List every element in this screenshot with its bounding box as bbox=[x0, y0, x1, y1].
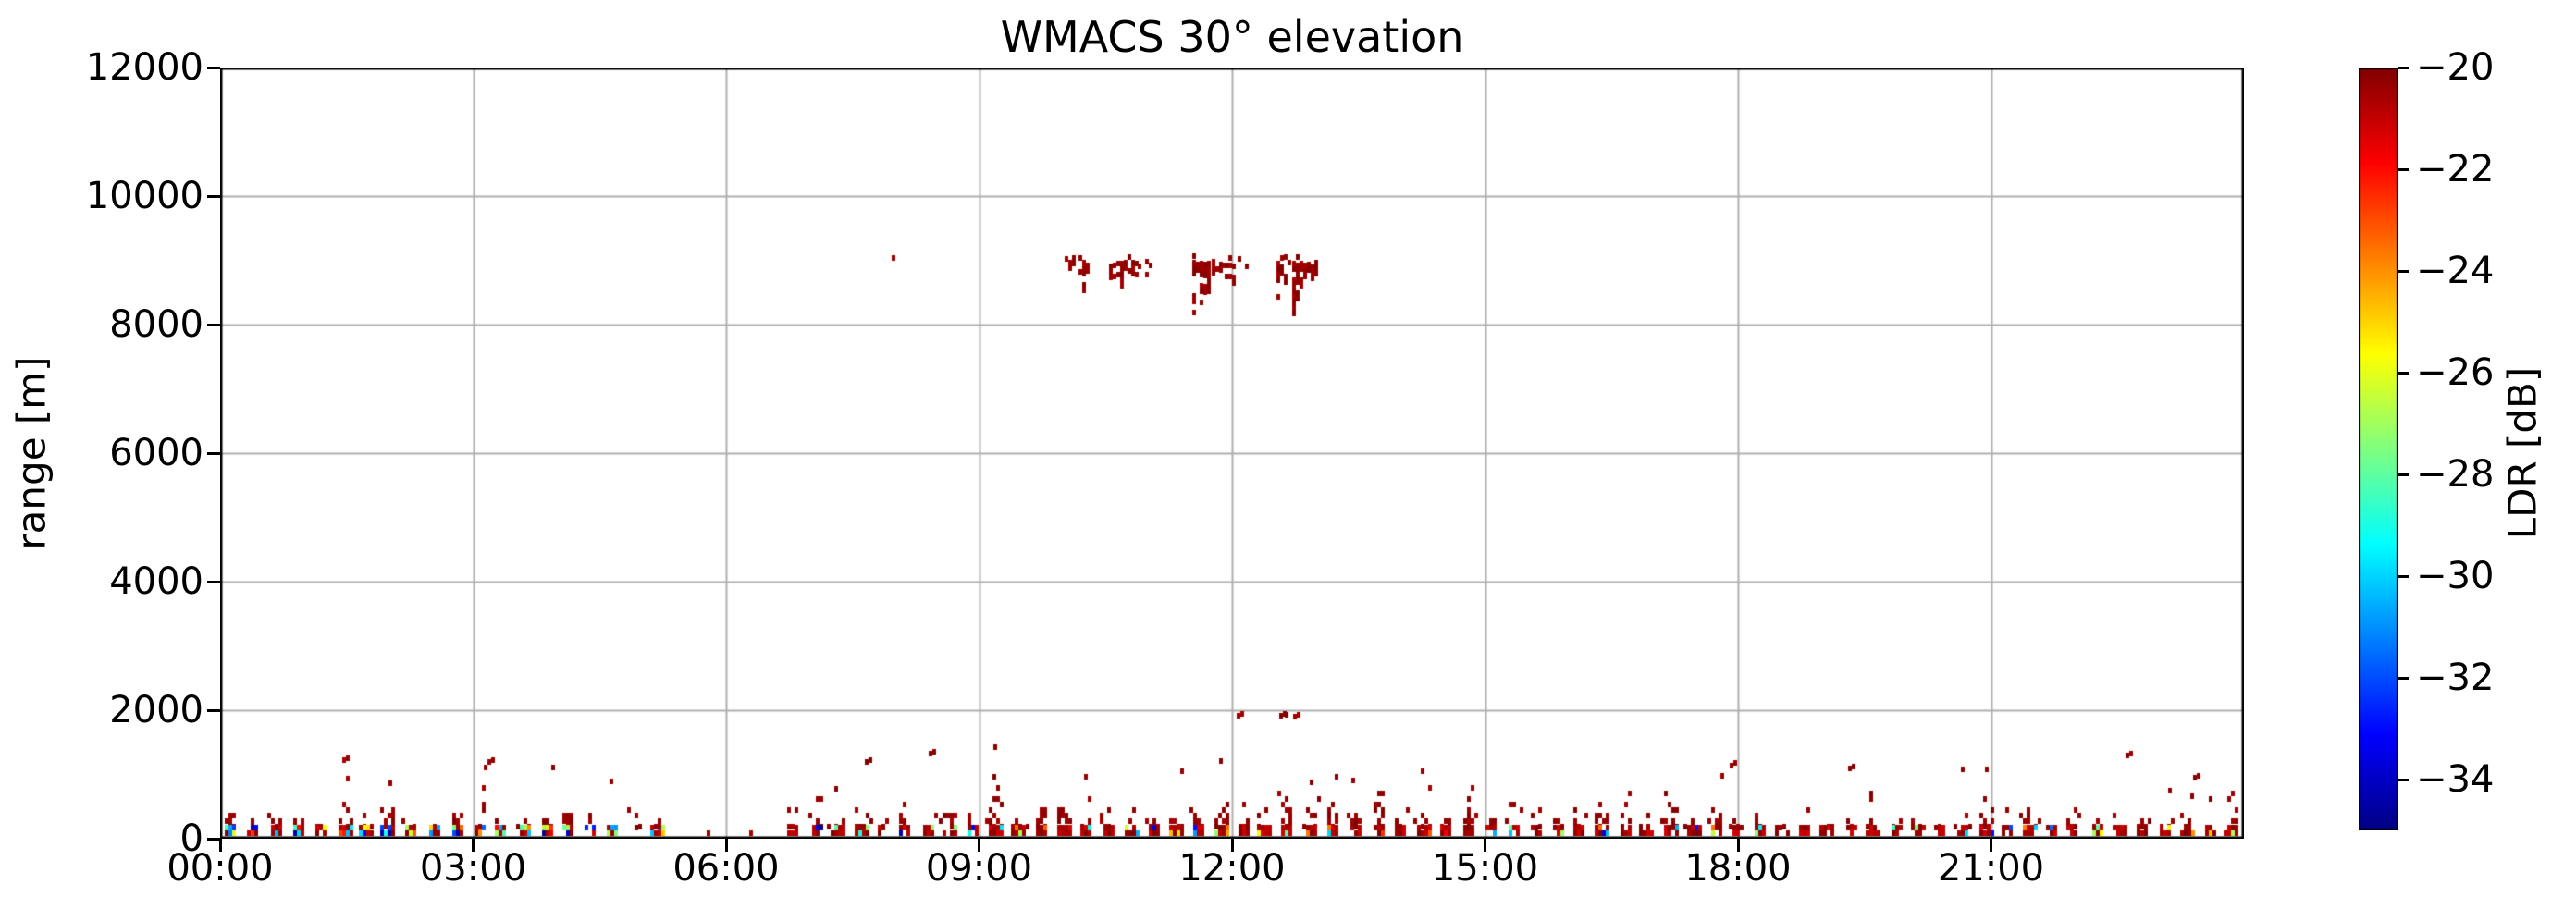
colorbar-tick-label: −28 bbox=[2416, 453, 2495, 496]
y-tick-label: 10000 bbox=[85, 175, 203, 217]
y-tick-mark bbox=[207, 837, 220, 841]
x-tick-mark bbox=[1736, 839, 1740, 852]
x-tick-mark bbox=[1990, 839, 1992, 852]
y-tick-mark bbox=[207, 66, 220, 69]
x-tick-mark bbox=[472, 839, 475, 852]
x-tick-label: 12:00 bbox=[1178, 847, 1286, 890]
x-tick-label: 00:00 bbox=[166, 847, 274, 890]
x-tick-mark bbox=[724, 839, 728, 852]
y-tick-label: 2000 bbox=[109, 689, 203, 731]
y-tick-mark bbox=[207, 451, 220, 455]
colorbar-tick-mark bbox=[2398, 676, 2409, 680]
x-tick-label: 21:00 bbox=[1937, 847, 2045, 890]
colorbar-tick-mark bbox=[2398, 269, 2409, 273]
chart-title: WMACS 30° elevation bbox=[1000, 12, 1464, 62]
y-tick-mark bbox=[207, 323, 220, 326]
x-tick-label: 09:00 bbox=[925, 847, 1033, 890]
x-tick-label: 15:00 bbox=[1431, 847, 1539, 890]
x-tick-label: 06:00 bbox=[672, 847, 780, 890]
y-tick-label: 0 bbox=[179, 817, 203, 860]
y-tick-label: 12000 bbox=[85, 46, 203, 89]
colorbar-tick-label: −30 bbox=[2416, 555, 2495, 597]
colorbar-tick-label: −26 bbox=[2416, 351, 2495, 394]
colorbar-tick-label: −34 bbox=[2416, 758, 2495, 801]
y-tick-label: 6000 bbox=[109, 432, 203, 474]
y-tick-mark bbox=[207, 708, 220, 712]
colorbar-gradient bbox=[2359, 68, 2398, 830]
colorbar-tick-label: −32 bbox=[2416, 657, 2495, 699]
y-tick-label: 4000 bbox=[109, 560, 203, 603]
x-tick-mark bbox=[1484, 839, 1486, 852]
colorbar-tick-label: −24 bbox=[2416, 250, 2495, 292]
plot-canvas bbox=[220, 68, 2244, 839]
colorbar-tick-mark bbox=[2398, 167, 2409, 171]
x-tick-mark bbox=[218, 839, 222, 852]
colorbar-tick-label: −22 bbox=[2416, 148, 2495, 190]
colorbar-label: LDR [dB] bbox=[2499, 366, 2545, 540]
colorbar-tick-mark bbox=[2398, 574, 2409, 578]
colorbar-tick-mark bbox=[2398, 66, 2409, 69]
x-tick-label: 18:00 bbox=[1684, 847, 1792, 890]
colorbar-tick-label: −20 bbox=[2416, 46, 2495, 89]
colorbar-tick-mark bbox=[2398, 778, 2409, 781]
x-tick-mark bbox=[1230, 839, 1234, 852]
x-tick-label: 03:00 bbox=[419, 847, 527, 890]
colorbar-tick-mark bbox=[2398, 473, 2409, 476]
x-tick-mark bbox=[978, 839, 980, 852]
y-tick-mark bbox=[207, 194, 220, 198]
y-tick-label: 8000 bbox=[109, 303, 203, 346]
colorbar-tick-mark bbox=[2398, 371, 2409, 375]
y-tick-mark bbox=[207, 580, 220, 583]
